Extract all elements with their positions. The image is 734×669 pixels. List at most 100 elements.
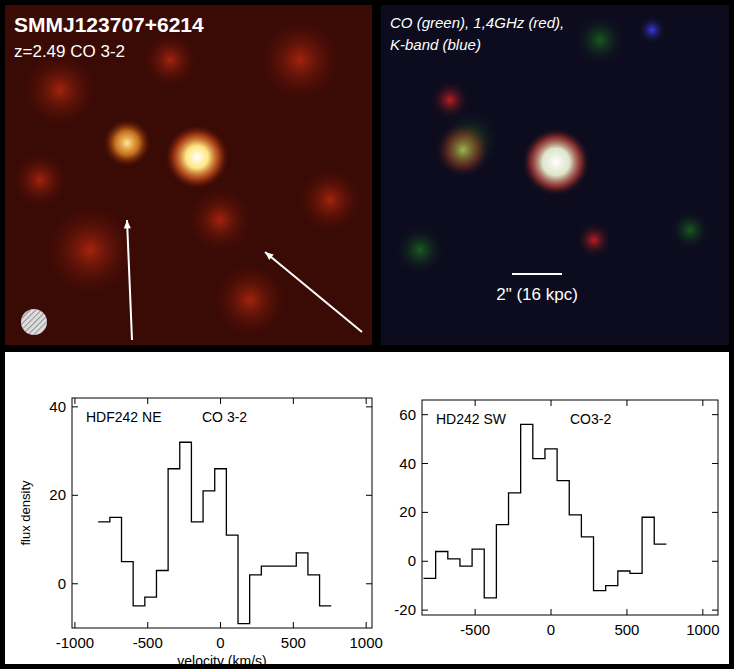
emission <box>395 225 445 275</box>
y-tick-label: 0 <box>58 575 66 592</box>
x-tick-label: -500 <box>133 634 163 651</box>
x-tick-label: 1000 <box>349 634 382 651</box>
background <box>0 0 734 669</box>
y-tick <box>366 583 372 584</box>
scale-bar <box>512 273 562 275</box>
x-tick <box>702 609 703 615</box>
y-tick <box>422 561 428 562</box>
image-title: CO (green), 1,4GHz (red), <box>390 14 564 31</box>
emission <box>435 122 491 178</box>
emission <box>210 260 290 340</box>
emission <box>140 30 200 90</box>
y-tick <box>422 463 428 464</box>
image-title: SMMJ123707+6214 <box>14 13 204 36</box>
emission <box>165 125 229 189</box>
plot-frame <box>72 398 372 628</box>
chart-subtitle: CO 3-2 <box>202 409 247 425</box>
emission <box>670 210 710 250</box>
x-tick <box>366 398 367 404</box>
y-tick <box>712 463 718 464</box>
image-subtitle: K-band (blue) <box>390 36 481 53</box>
y-tick-label: 20 <box>49 486 66 503</box>
y-tick <box>72 406 78 407</box>
x-tick <box>551 400 552 406</box>
x-tick <box>626 609 627 615</box>
y-tick <box>422 512 428 513</box>
y-tick <box>712 414 718 415</box>
image-subtitle: z=2.49 CO 3-2 <box>14 42 125 61</box>
chart-title: HDF242 NE <box>86 409 161 425</box>
emission <box>20 50 100 130</box>
x-tick <box>475 400 476 406</box>
x-tick <box>74 622 75 628</box>
y-tick <box>366 406 372 407</box>
x-tick <box>551 609 552 615</box>
series <box>424 424 667 597</box>
emission <box>576 222 612 258</box>
page: SMMJ123707+6214 z=2.49 CO 3-2 CO (green), … <box>0 0 734 669</box>
y-tick-label: 60 <box>399 406 416 423</box>
x-tick-label: 0 <box>547 621 555 638</box>
x-tick-label: -1000 <box>56 634 94 651</box>
x-tick-label: 0 <box>216 634 224 651</box>
spectrum <box>424 424 667 597</box>
y-tick-label: 0 <box>408 552 416 569</box>
plot-frame <box>422 400 718 615</box>
emission <box>40 200 140 300</box>
spectrum <box>98 442 331 623</box>
x-tick <box>366 622 367 628</box>
y-tick-label: 40 <box>49 398 66 415</box>
arrow <box>265 252 362 332</box>
y-tick <box>712 512 718 513</box>
y-tick-label: 40 <box>399 455 416 472</box>
emission <box>638 16 666 44</box>
x-tick <box>702 400 703 406</box>
y-tick <box>366 495 372 496</box>
emission <box>185 185 255 255</box>
y-tick <box>422 610 428 611</box>
y-tick-label: -20 <box>394 601 416 618</box>
chart-subtitle: CO3-2 <box>570 411 611 427</box>
y-tick <box>72 495 78 496</box>
x-tick <box>475 609 476 615</box>
series <box>98 442 331 623</box>
y-tick-label: 20 <box>399 503 416 520</box>
x-tick <box>293 622 294 628</box>
x-tick-label: 500 <box>614 621 639 638</box>
x-tick <box>147 398 148 404</box>
x-tick <box>74 398 75 404</box>
y-axis-title: flux density <box>18 480 33 546</box>
arrow-head <box>265 252 274 260</box>
chart-background <box>5 352 729 664</box>
emission <box>575 15 625 65</box>
x-axis-title: velocity (km/s) <box>177 653 266 669</box>
emission <box>295 165 365 235</box>
y-tick <box>712 610 718 611</box>
x-tick <box>220 398 221 404</box>
emission <box>103 119 151 167</box>
x-tick <box>220 622 221 628</box>
y-tick <box>72 583 78 584</box>
chart: -1000 -500 0 500 1000 0 20 40 HDF242 NE CO 3-2 vel… <box>18 398 383 669</box>
x-tick <box>293 398 294 404</box>
chart-title: HD242 SW <box>436 411 507 427</box>
x-tick-label: 500 <box>281 634 306 651</box>
emission <box>10 150 70 210</box>
x-tick <box>626 400 627 406</box>
composite-map <box>381 5 729 345</box>
y-tick <box>422 414 428 415</box>
scale-label: 2" (16 kpc) <box>496 285 578 304</box>
y-tick <box>712 561 718 562</box>
x-tick <box>147 622 148 628</box>
arrow <box>127 220 132 340</box>
emission <box>430 80 470 120</box>
co-map <box>5 5 372 345</box>
beam <box>21 309 47 335</box>
x-tick-label: 1000 <box>686 621 719 638</box>
chart: -500 0 500 1000 -20 0 20 40 60 HD242 SW CO3-2 <box>394 400 719 638</box>
x-tick-label: -500 <box>460 621 490 638</box>
emission <box>255 15 345 105</box>
arrow-head <box>124 220 131 228</box>
emission <box>522 128 590 196</box>
beam-hatch <box>21 309 47 335</box>
